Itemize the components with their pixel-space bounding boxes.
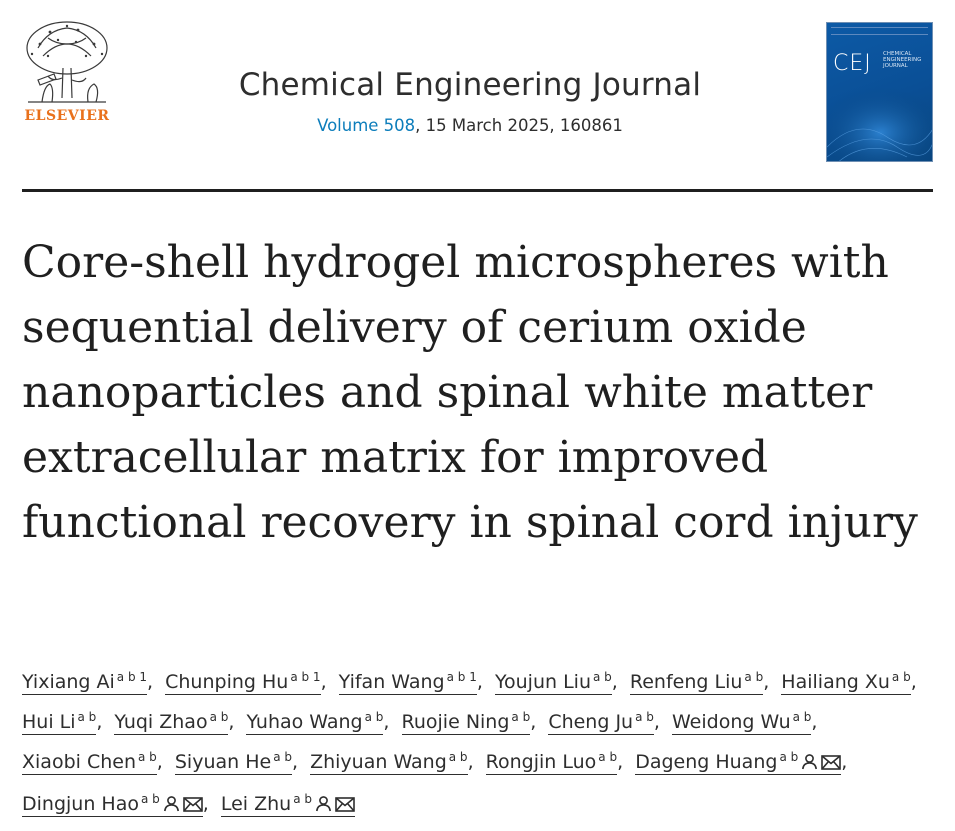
author-affiliation: a b	[635, 710, 654, 724]
author-link[interactable]: Hui Li a b	[22, 710, 97, 735]
author-separator: ,	[617, 751, 624, 773]
author-name: Dingjun Hao	[22, 793, 139, 815]
author-link[interactable]: Hailiang Xu a b	[781, 670, 911, 695]
issue-details: , 15 March 2025, 160861	[415, 116, 623, 136]
author-link[interactable]: Zhiyuan Wang a b	[310, 750, 468, 775]
author-affiliation: a b	[598, 750, 618, 764]
author-link[interactable]: Yuqi Zhao a b	[114, 710, 229, 735]
author-separator: ,	[147, 671, 154, 693]
author-name: Siyuan He	[174, 751, 272, 773]
author-affiliation: a b	[137, 750, 157, 764]
journal-title-link[interactable]: Chemical Engineering Journal	[238, 67, 702, 103]
author-separator: ,	[96, 711, 103, 733]
publisher-name: ELSEVIER	[24, 108, 110, 124]
author-link[interactable]: Chunping Hu a b 1	[165, 670, 321, 695]
journal-cover-link[interactable]: CEJ CHEMICAL ENGINEERING JOURNAL	[826, 22, 933, 162]
author-link[interactable]: Weidong Wu a b	[672, 710, 812, 735]
author-affiliation: a b	[891, 670, 911, 684]
email-icon	[821, 744, 842, 784]
author-affiliation: a b	[293, 792, 313, 806]
person-icon	[315, 786, 332, 826]
elsevier-logo-link[interactable]	[18, 18, 116, 128]
author-affiliation: a b 1	[116, 670, 148, 684]
author-separator: ,	[292, 751, 299, 773]
author-affiliation: a b	[140, 792, 160, 806]
author-name: Yuqi Zhao	[114, 711, 208, 733]
author-separator: ,	[467, 751, 474, 773]
email-icon	[335, 786, 355, 826]
author-separator: ,	[811, 711, 818, 733]
person-icon	[163, 786, 180, 826]
article-header: ELSEVIER Chemical Engineering Journal Vo…	[0, 0, 955, 190]
author-affiliation: a b	[792, 710, 812, 724]
author-affiliation: a b	[77, 710, 97, 724]
author-link[interactable]: Dageng Huang a b	[635, 750, 842, 775]
author-affiliation: a b 1	[290, 670, 321, 684]
author-separator: ,	[653, 711, 660, 733]
author-affiliation: a b	[273, 750, 292, 764]
author-affiliation: a b	[511, 710, 531, 724]
author-name: Zhiyuan Wang	[310, 751, 447, 773]
author-separator: ,	[156, 751, 163, 773]
author-name: Chunping Hu	[165, 671, 289, 693]
author-affiliation: a b 1	[446, 670, 477, 684]
author-link[interactable]: Cheng Ju a b	[548, 711, 654, 735]
author-separator: ,	[383, 711, 390, 733]
author-separator: ,	[841, 751, 848, 773]
author-list: Yixiang Ai a b 1, Chunping Hu a b 1, Yifan…	[22, 662, 934, 826]
author-link[interactable]: Youjun Liu a b	[494, 670, 612, 695]
author-link[interactable]: Yixiang Ai a b 1	[22, 670, 148, 695]
author-separator: ,	[320, 671, 327, 693]
author-separator: ,	[228, 711, 235, 733]
author-affiliation: a b	[744, 670, 764, 684]
author-name: Yuhao Wang	[246, 711, 363, 733]
author-name: Xiaobi Chen	[22, 751, 136, 773]
author-link[interactable]: Rongjin Luo a b	[485, 750, 618, 775]
author-name: Youjun Liu	[494, 671, 591, 693]
author-name: Hailiang Xu	[781, 671, 890, 693]
author-name: Weidong Wu	[672, 711, 791, 733]
author-separator: ,	[611, 671, 618, 693]
author-link[interactable]: Renfeng Liu a b	[629, 670, 764, 695]
header-divider	[22, 189, 933, 192]
author-link[interactable]: Yuhao Wang a b	[246, 710, 384, 735]
author-name: Yifan Wang	[338, 671, 445, 693]
cover-stripe	[831, 27, 928, 35]
author-separator: ,	[476, 671, 483, 693]
cover-journal-name: CHEMICAL ENGINEERING JOURNAL	[883, 51, 922, 69]
author-name: Cheng Ju	[548, 711, 634, 733]
author-name: Ruojie Ning	[401, 711, 510, 733]
cover-abbrev: CEJ	[833, 51, 872, 76]
author-separator: ,	[202, 793, 209, 815]
journal-meta: Volume 508, 15 March 2025, 160861	[140, 116, 800, 135]
email-icon	[182, 786, 203, 826]
author-affiliation: a b	[779, 750, 799, 764]
author-link[interactable]: Ruojie Ning a b	[401, 710, 531, 735]
author-name: Rongjin Luo	[485, 751, 597, 773]
author-affiliation: a b	[593, 670, 612, 684]
cover-artwork	[827, 87, 932, 161]
author-name: Yixiang Ai	[22, 671, 115, 693]
author-separator: ,	[530, 711, 537, 733]
author-affiliation: a b	[364, 710, 384, 724]
author-name: Hui Li	[22, 711, 76, 733]
author-name: Dageng Huang	[635, 751, 778, 773]
author-name: Lei Zhu	[220, 793, 292, 815]
elsevier-tree-icon	[26, 21, 108, 103]
author-affiliation: a b	[209, 710, 229, 724]
author-affiliation: a b	[448, 750, 468, 764]
author-link[interactable]: Lei Zhu a b	[220, 792, 356, 817]
author-link[interactable]: Dingjun Hao a b	[22, 793, 203, 817]
journal-info: Chemical Engineering Journal Volume 508,…	[140, 68, 800, 135]
author-name: Renfeng Liu	[629, 671, 743, 693]
author-link[interactable]: Siyuan He a b	[174, 750, 292, 775]
author-link[interactable]: Xiaobi Chen a b	[22, 751, 157, 775]
author-separator: ,	[910, 671, 917, 693]
volume-link[interactable]: Volume 508	[317, 116, 416, 136]
person-icon	[801, 744, 818, 784]
author-separator: ,	[763, 671, 770, 693]
author-link[interactable]: Yifan Wang a b 1	[338, 670, 477, 695]
article-title: Core-shell hydrogel microspheres with se…	[22, 237, 918, 548]
